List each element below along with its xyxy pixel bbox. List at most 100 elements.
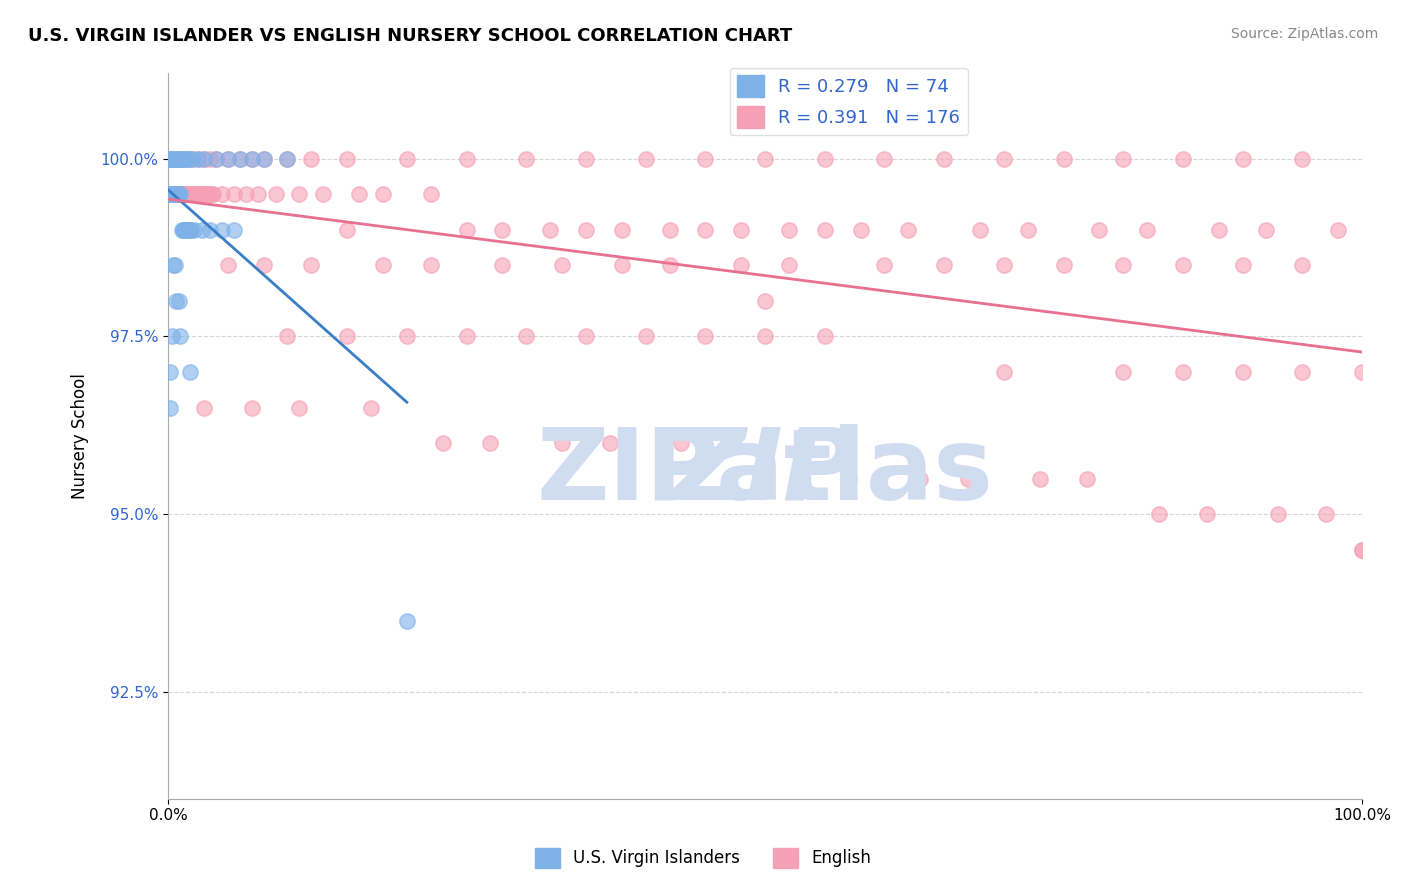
Point xyxy=(201,187,224,202)
Point xyxy=(778,223,800,237)
Point xyxy=(169,187,191,202)
Point xyxy=(179,223,201,237)
Point xyxy=(181,187,204,202)
Point xyxy=(515,152,537,166)
Point xyxy=(897,223,920,237)
Point xyxy=(276,152,298,166)
Point xyxy=(157,187,180,202)
Point xyxy=(160,187,183,202)
Point xyxy=(165,187,187,202)
Point xyxy=(187,152,209,166)
Point xyxy=(167,187,190,202)
Point xyxy=(575,152,598,166)
Point xyxy=(205,152,228,166)
Point xyxy=(198,223,221,237)
Text: ZIPatlas: ZIPatlas xyxy=(537,424,994,521)
Point xyxy=(170,187,193,202)
Point xyxy=(288,401,311,415)
Point xyxy=(165,187,187,202)
Point xyxy=(194,187,217,202)
Point xyxy=(252,152,274,166)
Point xyxy=(246,187,269,202)
Point xyxy=(910,472,932,486)
Point xyxy=(395,152,418,166)
Point xyxy=(173,187,195,202)
Point xyxy=(240,401,263,415)
Point xyxy=(1147,507,1170,521)
Text: U.S. VIRGIN ISLANDER VS ENGLISH NURSERY SCHOOL CORRELATION CHART: U.S. VIRGIN ISLANDER VS ENGLISH NURSERY … xyxy=(28,27,793,45)
Point xyxy=(456,329,478,343)
Point xyxy=(515,329,537,343)
Point xyxy=(176,223,198,237)
Point xyxy=(173,152,195,166)
Point xyxy=(1351,365,1374,379)
Point xyxy=(187,152,209,166)
Point xyxy=(730,223,752,237)
Point xyxy=(163,187,186,202)
Point xyxy=(188,187,211,202)
Point xyxy=(838,472,860,486)
Point xyxy=(166,152,188,166)
Point xyxy=(174,187,197,202)
Point xyxy=(1112,152,1135,166)
Point xyxy=(222,223,245,237)
Point xyxy=(169,329,191,343)
Point xyxy=(658,258,681,272)
Point xyxy=(395,614,418,628)
Point xyxy=(217,152,239,166)
Point xyxy=(1028,472,1050,486)
Point xyxy=(491,258,513,272)
Point xyxy=(163,187,186,202)
Point xyxy=(610,258,633,272)
Point xyxy=(419,258,441,272)
Point xyxy=(160,187,183,202)
Point xyxy=(299,258,322,272)
Point xyxy=(166,187,188,202)
Point xyxy=(165,152,187,166)
Point xyxy=(217,258,239,272)
Point xyxy=(419,187,441,202)
Point xyxy=(491,223,513,237)
Point xyxy=(172,187,194,202)
Point xyxy=(695,223,717,237)
Point xyxy=(172,152,194,166)
Point xyxy=(166,187,188,202)
Point xyxy=(993,365,1015,379)
Point xyxy=(658,223,681,237)
Y-axis label: Nursery School: Nursery School xyxy=(72,373,89,499)
Point xyxy=(191,187,214,202)
Point xyxy=(1076,472,1098,486)
Point xyxy=(551,436,574,450)
Point xyxy=(754,329,776,343)
Point xyxy=(177,223,200,237)
Point xyxy=(170,152,193,166)
Point xyxy=(1256,223,1278,237)
Point xyxy=(160,152,183,166)
Point xyxy=(336,152,359,166)
Point xyxy=(179,187,201,202)
Point xyxy=(167,152,190,166)
Point xyxy=(159,365,181,379)
Point xyxy=(1327,223,1350,237)
Point xyxy=(1351,542,1374,557)
Point xyxy=(173,187,195,202)
Point xyxy=(360,401,382,415)
Point xyxy=(814,329,837,343)
Point xyxy=(186,187,208,202)
Point xyxy=(395,329,418,343)
Point xyxy=(197,187,219,202)
Point xyxy=(167,152,190,166)
Point xyxy=(1112,258,1135,272)
Point xyxy=(165,152,187,166)
Point xyxy=(1232,365,1254,379)
Point xyxy=(1171,365,1194,379)
Point xyxy=(169,187,191,202)
Point xyxy=(195,187,218,202)
Point xyxy=(169,152,191,166)
Point xyxy=(1088,223,1111,237)
Point xyxy=(228,152,250,166)
Point xyxy=(159,152,181,166)
Point xyxy=(173,152,195,166)
Point xyxy=(159,401,181,415)
Point xyxy=(167,187,190,202)
